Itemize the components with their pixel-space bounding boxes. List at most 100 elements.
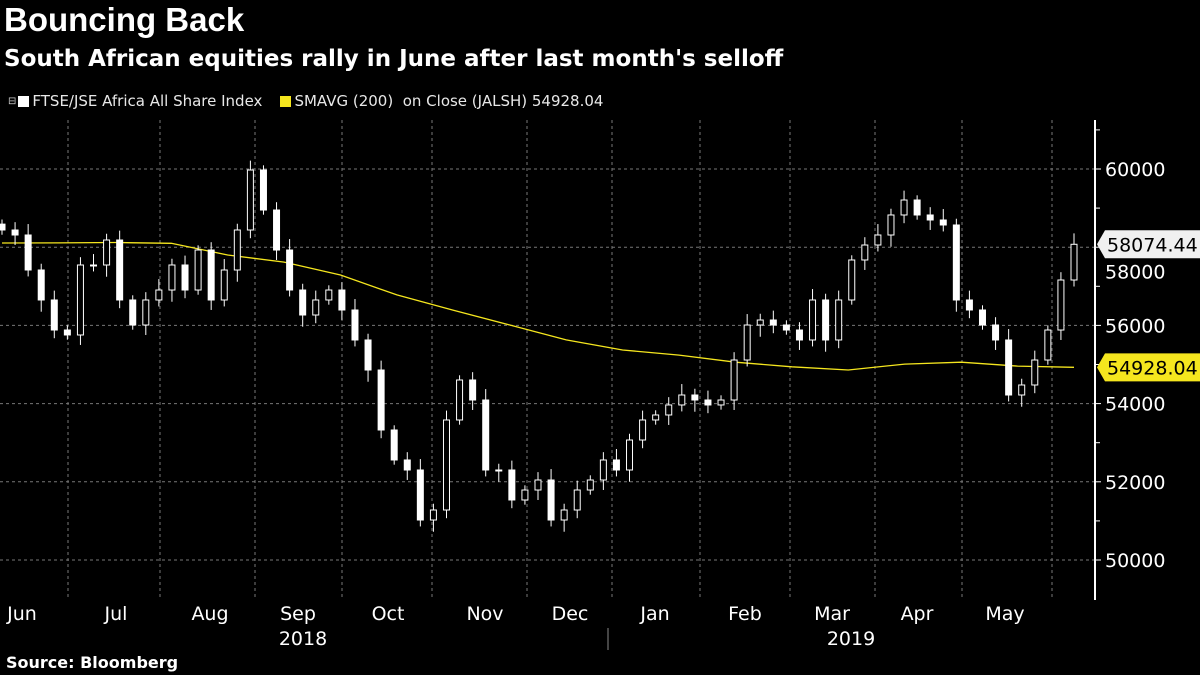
candle-body: [259, 169, 267, 211]
candle-body: [50, 299, 58, 331]
candle-body: [76, 264, 84, 336]
x-tick-label: Sep: [280, 603, 316, 625]
candle: [573, 480, 581, 519]
candle-body: [442, 419, 450, 511]
candle: [24, 224, 32, 277]
candle-body: [338, 289, 346, 311]
x-tick-label: Feb: [728, 603, 762, 625]
candle: [181, 255, 189, 299]
candle-body: [273, 209, 281, 251]
last-price-tag: 58074.44: [1097, 230, 1200, 259]
candle: [730, 352, 738, 410]
candle-body: [390, 429, 398, 461]
candle: [1057, 272, 1065, 340]
candle: [312, 290, 320, 324]
candle-body: [534, 479, 542, 491]
candle: [50, 290, 58, 339]
candle-body: [939, 219, 947, 226]
candle-body: [795, 329, 803, 341]
sma-value-tag-bg: [1097, 353, 1200, 382]
candle: [874, 224, 882, 252]
candle: [926, 207, 934, 230]
candle-body: [992, 324, 1000, 341]
candle: [1031, 350, 1039, 394]
candle: [665, 397, 673, 425]
candle: [521, 485, 529, 505]
candle: [390, 425, 398, 465]
candle-body: [835, 299, 843, 341]
candle-body: [809, 299, 817, 341]
x-tick-label: May: [985, 603, 1024, 625]
candle-body: [861, 244, 869, 261]
x-tick-label: Aug: [191, 603, 228, 625]
candle-body: [769, 319, 777, 326]
candle-body: [612, 459, 620, 471]
candle-body: [521, 489, 529, 501]
candle: [939, 209, 947, 232]
sma-value-tag: 54928.04: [1097, 353, 1200, 382]
legend-item-sma: SMAVG (200) on Close (JALSH) 54928.04: [280, 92, 603, 110]
candle: [861, 237, 869, 270]
y-tick-label: 50000: [1105, 550, 1165, 572]
candle-body: [482, 399, 490, 471]
candle-body: [207, 249, 215, 301]
x-tick-label: Apr: [901, 603, 934, 625]
candle-body: [11, 229, 19, 236]
candle-body: [704, 399, 712, 406]
candle-body: [887, 214, 895, 236]
candle: [351, 299, 359, 347]
candle-body: [1031, 359, 1039, 386]
candle-body: [926, 214, 934, 221]
candle-body: [469, 379, 477, 401]
x-tick-label: Mar: [814, 603, 850, 625]
candle-body: [377, 369, 385, 431]
candle-body: [952, 224, 960, 301]
x-tick-label: Nov: [466, 603, 503, 625]
candle: [612, 449, 620, 477]
chart-title: Bouncing Back: [4, 1, 245, 38]
candle-body: [155, 289, 163, 301]
candle-body: [299, 289, 307, 316]
candle-body: [495, 469, 503, 472]
candle-body: [848, 259, 856, 301]
candle-body: [90, 264, 98, 267]
candle-body: [913, 199, 921, 216]
candle: [848, 255, 856, 305]
candle: [429, 503, 437, 532]
candle-body: [678, 394, 686, 406]
candle-icon: ⊟: [8, 95, 17, 107]
candle-body: [756, 319, 764, 326]
y-tick-label: 56000: [1105, 315, 1165, 337]
candle: [1044, 325, 1052, 365]
y-tick-label: 52000: [1105, 472, 1165, 494]
candle-body: [717, 399, 725, 406]
candle-body: [1070, 243, 1078, 281]
candle: [1005, 329, 1013, 402]
candle-body: [403, 459, 411, 471]
candle: [233, 223, 241, 282]
candle: [76, 257, 84, 345]
x-tick-label: Oct: [372, 603, 405, 625]
candle: [626, 433, 634, 482]
sma-value-tag-text: 54928.04: [1107, 357, 1198, 379]
candle-body: [639, 419, 647, 441]
candle-body: [312, 299, 320, 316]
candle-body: [1018, 384, 1026, 396]
chart-subtitle: South African equities rally in June aft…: [4, 46, 784, 72]
year-label: 2018: [279, 628, 327, 650]
last-price-tag-text: 58074.44: [1107, 234, 1198, 256]
candle: [952, 218, 960, 312]
legend-swatch-index: [18, 95, 30, 107]
candle: [900, 190, 908, 224]
year-label: 2019: [827, 628, 875, 650]
candle: [756, 313, 764, 337]
candle: [678, 384, 686, 412]
candle-body: [116, 239, 124, 301]
candle-body: [246, 169, 254, 231]
x-tick-label: Jun: [6, 603, 37, 625]
candle-body: [456, 379, 464, 421]
candle-body: [573, 489, 581, 511]
candle: [782, 320, 790, 335]
candle: [286, 239, 294, 297]
